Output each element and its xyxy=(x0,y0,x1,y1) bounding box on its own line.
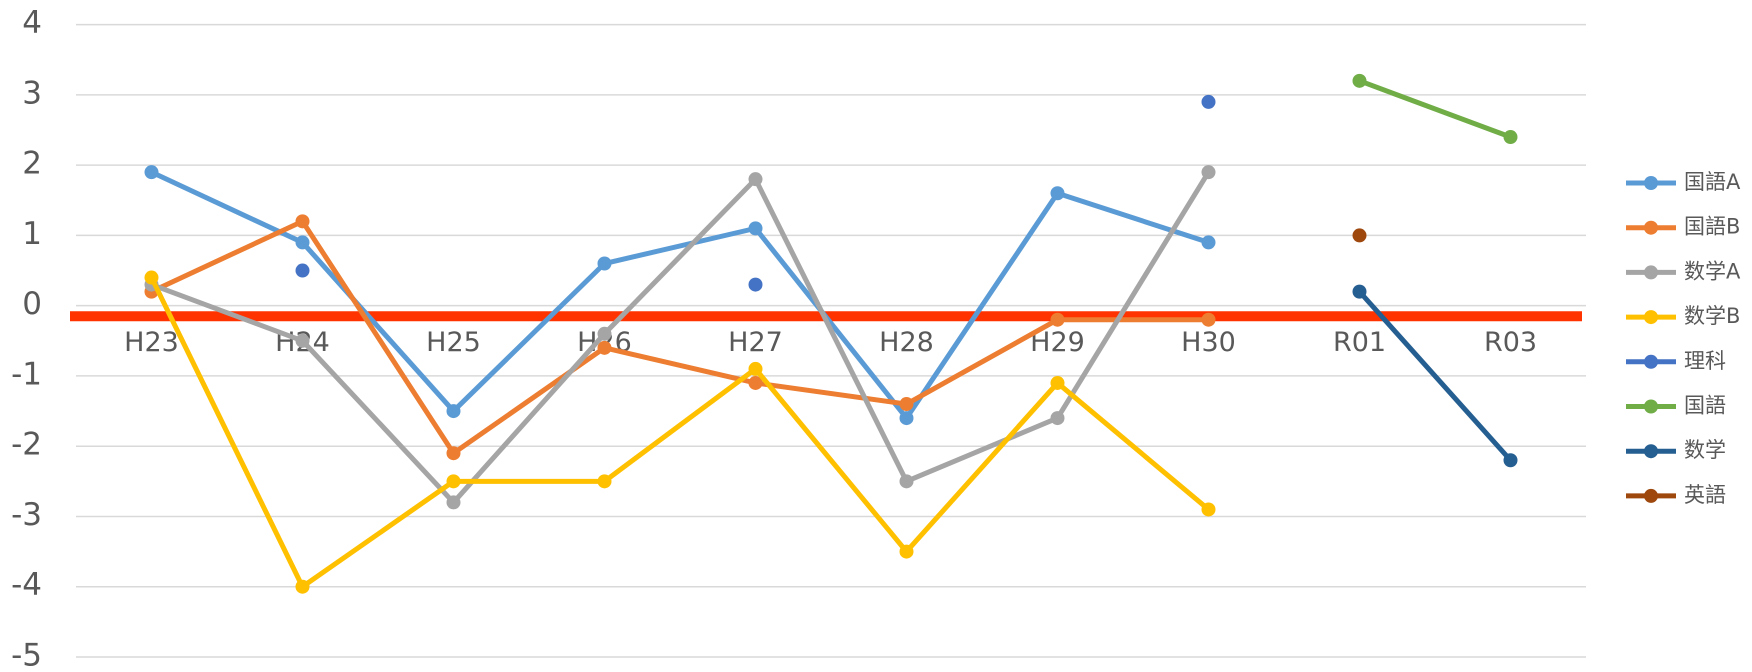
data-point xyxy=(748,172,763,187)
data-point xyxy=(1201,502,1216,517)
legend-marker xyxy=(1644,444,1658,459)
y-tick-label: 3 xyxy=(22,75,42,111)
data-point xyxy=(899,397,914,412)
data-point xyxy=(1201,235,1216,250)
x-tick-label: R01 xyxy=(1333,327,1386,358)
series-line xyxy=(150,218,1209,456)
data-point xyxy=(295,579,310,594)
legend-label: 国語 xyxy=(1684,394,1726,418)
y-tick-label: -3 xyxy=(11,497,42,533)
legend-label: 数学A xyxy=(1684,259,1741,283)
data-point xyxy=(1201,312,1216,327)
data-point xyxy=(295,214,310,229)
data-point xyxy=(1352,73,1367,88)
data-point xyxy=(1201,94,1216,109)
data-point xyxy=(899,411,914,426)
x-tick-label: R03 xyxy=(1484,327,1537,358)
legend-label: 数学 xyxy=(1684,438,1726,462)
y-tick-label: 2 xyxy=(22,146,42,182)
data-point xyxy=(748,361,763,376)
data-point xyxy=(597,340,612,355)
x-tick-label: H28 xyxy=(879,327,934,358)
legend-label: 数学B xyxy=(1684,304,1740,328)
data-point xyxy=(597,474,612,489)
legend-marker xyxy=(1644,399,1658,414)
series-line xyxy=(150,169,1210,421)
data-point xyxy=(1201,165,1216,180)
data-point xyxy=(446,495,461,510)
legend-marker xyxy=(1644,488,1658,503)
data-point xyxy=(597,256,612,271)
data-point xyxy=(899,544,914,559)
legend-label: 国語A xyxy=(1684,170,1741,194)
x-tick-label: H27 xyxy=(728,327,783,358)
series-line xyxy=(1358,78,1512,140)
data-point xyxy=(1352,228,1367,243)
y-tick-label: -5 xyxy=(11,638,42,669)
x-tick-label: H30 xyxy=(1181,327,1236,358)
data-point xyxy=(1050,411,1065,426)
y-tick-label: 4 xyxy=(22,5,42,41)
legend-marker xyxy=(1644,220,1658,235)
data-point xyxy=(295,263,310,278)
data-point xyxy=(748,375,763,390)
data-point xyxy=(446,446,461,461)
y-tick-label: -1 xyxy=(11,356,42,392)
legend-label: 理科 xyxy=(1684,349,1726,373)
legend-marker xyxy=(1644,176,1658,190)
data-point xyxy=(1503,453,1518,468)
y-tick-label: 0 xyxy=(22,286,42,322)
data-point xyxy=(597,326,612,341)
y-tick-label: -2 xyxy=(11,427,42,463)
data-point xyxy=(295,333,310,348)
data-point xyxy=(1050,312,1065,327)
data-point xyxy=(1503,130,1518,145)
data-point xyxy=(446,474,461,489)
legend-marker xyxy=(1644,310,1658,325)
x-tick-label: H25 xyxy=(426,327,481,358)
legend-marker xyxy=(1644,354,1658,369)
data-point xyxy=(295,235,310,250)
legend-label: 英語 xyxy=(1684,483,1726,507)
series-line xyxy=(150,170,1211,505)
y-tick-label: 1 xyxy=(22,216,42,252)
y-tick-label: -4 xyxy=(11,567,42,603)
data-point xyxy=(1352,284,1367,299)
series-line xyxy=(1357,289,1513,462)
data-point xyxy=(748,277,763,292)
series-line xyxy=(149,276,1211,590)
data-point xyxy=(446,404,461,419)
data-point xyxy=(1050,375,1065,390)
data-point xyxy=(899,474,914,489)
legend-label: 国語B xyxy=(1684,215,1740,239)
data-point xyxy=(748,221,763,236)
legend-marker xyxy=(1644,265,1658,280)
x-tick-label: H23 xyxy=(124,327,179,358)
data-point xyxy=(144,165,159,180)
data-point xyxy=(1050,186,1065,201)
data-point xyxy=(144,270,159,285)
